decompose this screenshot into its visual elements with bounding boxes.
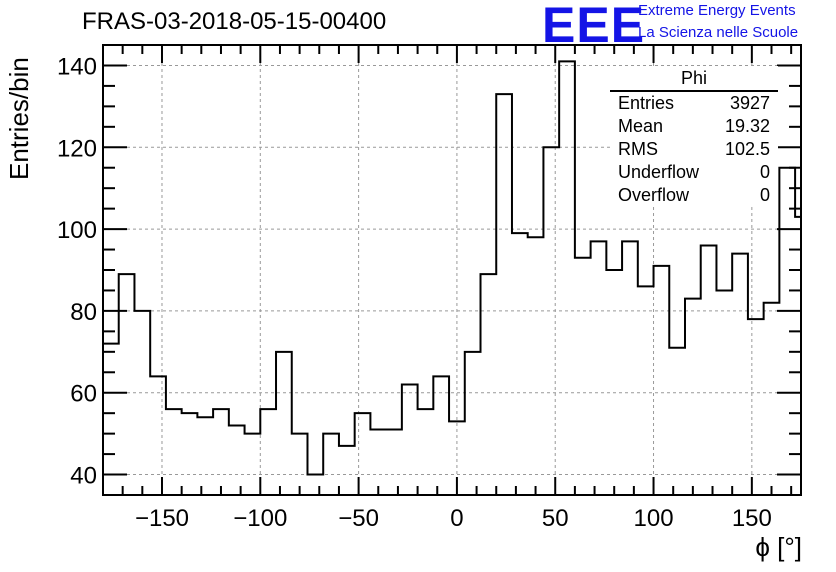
x-tick-label: −150 — [135, 505, 189, 532]
stats-row: Entries 3927 — [610, 92, 778, 115]
stats-row: Overflow 0 — [610, 184, 778, 207]
chart-title: FRAS-03-2018-05-15-00400 — [82, 8, 387, 35]
y-tick-label: 60 — [70, 381, 97, 408]
stats-title: Phi — [610, 66, 778, 92]
stats-row: Mean 19.32 — [610, 115, 778, 138]
stats-label: Underflow — [618, 162, 700, 182]
stats-value: 102.5 — [724, 139, 770, 159]
stats-value: 0 — [759, 162, 770, 182]
eee-logo: EEE — [542, 0, 646, 53]
x-axis-label: ϕ [°] — [755, 532, 802, 562]
y-tick-label: 40 — [70, 463, 97, 490]
stats-label: Mean — [618, 116, 664, 136]
x-tick-label: 150 — [732, 505, 772, 532]
stats-box: Phi Entries 3927 Mean 19.32 RMS 102.5 Un… — [610, 66, 778, 207]
y-tick-label: 80 — [70, 299, 97, 326]
stats-row: Underflow 0 — [610, 161, 778, 184]
stats-label: RMS — [618, 139, 658, 159]
stats-label: Entries — [618, 93, 675, 113]
logo-line-1: Extreme Energy Events — [638, 2, 796, 19]
x-tick-label: −50 — [338, 505, 379, 532]
x-tick-label: 0 — [450, 505, 463, 532]
stats-row: RMS 102.5 — [610, 138, 778, 161]
stats-label: Overflow — [618, 185, 690, 205]
plot-frame — [102, 44, 802, 496]
stats-value: 19.32 — [724, 116, 770, 136]
y-tick-label: 100 — [57, 217, 97, 244]
tick-labels: −150 −100 −50 0 50 100 150 40 60 80 100 120 140 — [57, 53, 772, 532]
logo-line-2: La Scienza nelle Scuole — [638, 24, 799, 41]
stats-value: 3927 — [729, 93, 770, 113]
axis-ticks — [103, 44, 801, 496]
y-axis-label: Entries/bin — [4, 57, 34, 180]
y-tick-label: 120 — [57, 135, 97, 162]
y-tick-label: 140 — [57, 53, 97, 80]
x-tick-label: 50 — [542, 505, 569, 532]
stats-value: 0 — [759, 185, 770, 205]
histogram-series — [103, 60, 802, 495]
x-tick-label: −100 — [233, 505, 287, 532]
x-tick-label: 100 — [634, 505, 674, 532]
